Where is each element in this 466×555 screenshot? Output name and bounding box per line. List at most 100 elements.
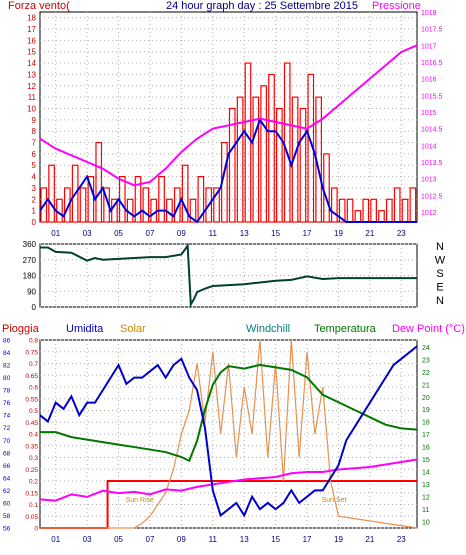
umidita-line bbox=[39, 345, 418, 518]
rain-tick-label: 0.2 bbox=[29, 479, 38, 486]
wind-axis-title: Forza vento( bbox=[8, 0, 70, 12]
rain-tick-label: 0.1 bbox=[29, 502, 38, 509]
pressure-tick-label: 1014.5 bbox=[421, 127, 443, 134]
temperature-tick-label: 12 bbox=[422, 494, 430, 501]
humidity-tick-label: 82 bbox=[3, 363, 11, 370]
rain-tick-label: 0.7 bbox=[29, 361, 38, 368]
wind-tick-label: 13 bbox=[27, 70, 36, 79]
temperature-tick-label: 10 bbox=[422, 519, 430, 526]
rain-tick-label: 0.8 bbox=[29, 338, 38, 345]
pressure-tick-label: 1017.5 bbox=[421, 27, 443, 34]
humidity-tick-label: 60 bbox=[3, 500, 11, 507]
gust-bar bbox=[87, 175, 95, 223]
temperature-tick-label: 20 bbox=[422, 395, 430, 402]
sunset-label: Sun Set bbox=[322, 497, 347, 504]
humidity-tick-label: 72 bbox=[3, 425, 11, 432]
humidity-tick-label: 56 bbox=[3, 526, 11, 533]
humidity-tick-label: 84 bbox=[3, 350, 11, 357]
gust-bar bbox=[71, 164, 79, 223]
pressure-tick-label: 1015.5 bbox=[421, 93, 443, 100]
hour-tick-label: 13 bbox=[240, 229, 249, 238]
pressure-tick-label: 1013.5 bbox=[421, 160, 443, 167]
solar-axis-title: Solar bbox=[120, 323, 146, 335]
gust-bar bbox=[260, 85, 268, 223]
rain-tick-label: 0.3 bbox=[29, 455, 38, 462]
hour-tick-label: 07 bbox=[146, 229, 155, 238]
wind-tick-label: 2 bbox=[32, 195, 37, 204]
temperature-tick-label: 14 bbox=[422, 469, 430, 476]
compass-label: W bbox=[435, 255, 446, 267]
gust-bar bbox=[181, 164, 189, 223]
hour-tick-label: 21 bbox=[365, 535, 374, 544]
pressure-tick-label: 1014 bbox=[421, 143, 437, 150]
humidity-tick-label: 74 bbox=[3, 413, 11, 420]
pressure-tick-label: 1017 bbox=[421, 43, 437, 50]
wind-tick-label: 12 bbox=[27, 82, 36, 91]
rain-tick-label: 0.55 bbox=[25, 396, 38, 403]
pressure-tick-label: 1016.5 bbox=[421, 60, 443, 67]
temperature-tick-label: 17 bbox=[422, 432, 430, 439]
humidity-tick-label: 86 bbox=[3, 338, 11, 345]
hour-tick-label: 17 bbox=[303, 229, 312, 238]
rain-tick-label: 0 bbox=[34, 526, 38, 533]
hour-tick-label: 15 bbox=[271, 229, 280, 238]
gust-bar bbox=[299, 107, 307, 223]
temperatura-line bbox=[40, 363, 418, 463]
hour-tick-label: 07 bbox=[146, 535, 155, 544]
wind-tick-label: 7 bbox=[32, 139, 37, 148]
wind-tick-label: 1 bbox=[32, 207, 37, 216]
wind-tick-label: 6 bbox=[32, 150, 37, 159]
pressure-tick-label: 1012.5 bbox=[421, 193, 443, 200]
compass-label: E bbox=[436, 282, 443, 294]
hour-tick-label: 15 bbox=[271, 535, 280, 544]
temperature-tick-label: 18 bbox=[422, 420, 430, 427]
direction-tick-label: 180 bbox=[23, 272, 37, 281]
direction-tick-label: 90 bbox=[27, 287, 36, 296]
windchill-axis-title: Windchill bbox=[246, 323, 290, 335]
hour-tick-label: 03 bbox=[83, 229, 92, 238]
humidity-tick-label: 76 bbox=[3, 400, 11, 407]
gust-bar bbox=[276, 107, 283, 223]
gust-bar bbox=[205, 187, 213, 223]
hour-tick-label: 19 bbox=[334, 229, 343, 238]
wind-tick-label: 10 bbox=[27, 104, 36, 113]
gust-bar bbox=[268, 73, 275, 223]
wind-tick-label: 17 bbox=[27, 25, 36, 34]
rain-tick-label: 0.15 bbox=[25, 490, 38, 497]
dewpoint-axis-title: Dew Point (°C) bbox=[392, 323, 465, 335]
gust-bar bbox=[63, 187, 71, 223]
temperature-tick-label: 16 bbox=[422, 445, 430, 452]
compass-label: N bbox=[436, 241, 444, 253]
temperature-tick-label: 13 bbox=[422, 482, 430, 489]
humidity-tick-label: 78 bbox=[3, 388, 11, 395]
wind-tick-label: 3 bbox=[32, 184, 37, 193]
gust-bar bbox=[79, 187, 87, 223]
gust-bar bbox=[95, 141, 103, 223]
gust-bar bbox=[197, 175, 205, 223]
gust-bar bbox=[40, 187, 48, 223]
gust-bar bbox=[331, 187, 338, 223]
temperature-tick-label: 21 bbox=[422, 382, 430, 389]
humidity-tick-label: 80 bbox=[3, 375, 11, 382]
rain-tick-label: 0.6 bbox=[29, 385, 38, 392]
hour-tick-label: 23 bbox=[397, 535, 406, 544]
gust-bar bbox=[213, 187, 220, 223]
humidity-axis-title: Umidita bbox=[66, 323, 104, 335]
humidity-tick-label: 66 bbox=[3, 463, 11, 470]
compass-label: S bbox=[436, 268, 443, 280]
gust-bar bbox=[228, 107, 236, 223]
rain-tick-label: 0.35 bbox=[25, 443, 38, 450]
chart-title: 24 hour graph day : 25 Settembre 2015 bbox=[166, 0, 358, 12]
sunrise-label: Sun Rise bbox=[126, 497, 155, 504]
pressure-tick-label: 1013 bbox=[421, 177, 437, 184]
hour-tick-label: 23 bbox=[397, 229, 406, 238]
pressure-tick-label: 1018 bbox=[421, 10, 437, 17]
wind-tick-label: 14 bbox=[27, 59, 36, 68]
hour-tick-label: 03 bbox=[83, 535, 92, 544]
humidity-tick-label: 58 bbox=[3, 513, 11, 520]
hour-tick-label: 21 bbox=[365, 229, 374, 238]
pressure-tick-label: 1015 bbox=[421, 110, 437, 117]
hour-tick-label: 19 bbox=[334, 535, 343, 544]
hour-tick-label: 05 bbox=[114, 229, 123, 238]
